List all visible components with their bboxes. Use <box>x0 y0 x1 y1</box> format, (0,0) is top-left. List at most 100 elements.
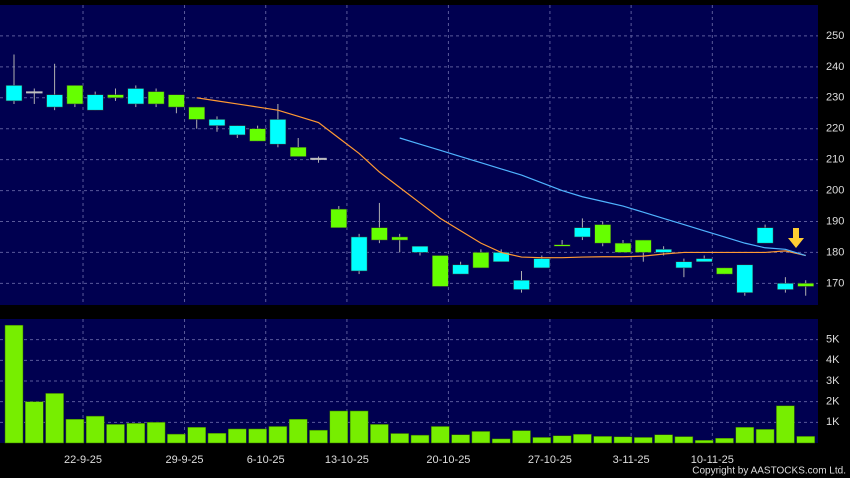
volume-bar <box>613 436 633 444</box>
y-tick-label: 170 <box>826 277 844 289</box>
candle-body <box>5 85 23 102</box>
x-tick-label: 27-10-25 <box>528 454 572 466</box>
volume-bar <box>146 422 166 444</box>
volume-bar <box>349 410 369 444</box>
y-tick-label: 190 <box>826 215 844 227</box>
x-tick-label: 29-9-25 <box>166 454 204 466</box>
volume-bar <box>309 429 328 444</box>
y-tick-label: 1K <box>826 416 840 428</box>
x-tick-label: 13-10-25 <box>325 454 369 466</box>
volume-bar <box>106 424 125 444</box>
y-tick-label: 5K <box>826 334 840 346</box>
volume-bar <box>573 434 592 444</box>
candle-body <box>777 283 794 290</box>
candle-body <box>574 227 591 238</box>
copyright: Copyright by AASTOCKS.com Ltd. <box>692 466 846 477</box>
volume-bar <box>776 405 795 444</box>
candle-body <box>26 91 43 94</box>
volume-bar <box>4 324 24 444</box>
volume-bar <box>512 430 531 444</box>
moving-average-line <box>399 137 806 257</box>
volume-bar <box>65 418 85 444</box>
candle-body <box>736 264 754 293</box>
x-tick-label: 22-9-25 <box>64 454 102 466</box>
volume-bar <box>735 427 755 444</box>
volume-bar <box>410 434 430 444</box>
candle-body <box>188 106 205 120</box>
candle-body <box>675 261 693 269</box>
candle-body <box>533 258 551 269</box>
y-tick-label: 250 <box>826 30 844 42</box>
volume-bar <box>634 437 653 444</box>
candle-body <box>269 119 287 145</box>
candle-body <box>432 255 449 287</box>
candle-body <box>86 94 104 111</box>
volume-bar <box>45 393 64 444</box>
candle-body <box>594 224 611 244</box>
candle-body <box>655 249 672 253</box>
candle-body <box>66 85 84 105</box>
volume-bar <box>248 428 267 444</box>
arrow-annotation <box>788 228 804 248</box>
candle-body <box>127 88 145 105</box>
volume-bar <box>491 438 511 444</box>
candle-body <box>553 244 571 247</box>
volume-bar <box>329 410 349 444</box>
candle-body <box>330 208 348 228</box>
candle-body <box>695 258 713 262</box>
y-tick-label: 240 <box>826 61 844 73</box>
volume-bar <box>674 436 694 444</box>
candle-body <box>716 267 733 275</box>
volume-bar <box>25 401 44 444</box>
candle-body <box>208 119 226 126</box>
moving-average-line <box>196 97 806 259</box>
y-tick-label: 220 <box>826 123 844 135</box>
volume-bar <box>390 433 409 444</box>
candle-body <box>635 239 652 253</box>
y-tick-label: 200 <box>826 184 844 196</box>
candle-body <box>411 245 429 253</box>
candle-body <box>756 227 774 244</box>
candle-body <box>472 252 490 269</box>
candle-body <box>350 236 368 272</box>
candle-body <box>310 157 327 160</box>
candle-body <box>289 147 307 157</box>
plot-layer: 170 180 190 200 210 220 230 240 250 22-9-25 29-9-2… <box>0 5 844 466</box>
volume-bar <box>715 437 734 444</box>
volume-bar <box>755 429 775 444</box>
candle-body <box>147 91 165 105</box>
volume-bar <box>268 426 288 444</box>
y-tick-label: 210 <box>826 154 844 166</box>
volume-bar <box>167 433 186 444</box>
candle-body <box>452 264 469 275</box>
y-tick-label: 3K <box>826 375 840 387</box>
volume-bar <box>370 424 389 444</box>
candle-body <box>249 128 266 142</box>
volume-bar <box>126 423 146 444</box>
candle-body <box>797 283 814 287</box>
x-tick-label: 20-10-25 <box>426 454 470 466</box>
volume-bar <box>85 415 105 444</box>
y-tick-label: 180 <box>826 246 844 258</box>
candle-body <box>391 236 408 241</box>
volume-bar <box>552 435 572 444</box>
volume-bar <box>451 434 470 444</box>
candle-body <box>168 94 185 108</box>
candle-body <box>229 125 246 136</box>
volume-bar <box>532 437 552 444</box>
volume-bar <box>654 434 673 444</box>
candle-body <box>513 280 530 290</box>
volume-bar <box>228 428 247 444</box>
candle-body <box>107 94 124 99</box>
y-tick-label: 230 <box>826 92 844 104</box>
candle-body <box>371 227 388 241</box>
volume-bar <box>796 436 815 444</box>
y-tick-label: 2K <box>826 396 840 408</box>
volume-bar <box>187 427 206 444</box>
candle-body <box>614 242 632 253</box>
volume-bar <box>207 433 227 444</box>
volume-bar <box>694 440 714 444</box>
x-tick-label: 10-11-25 <box>691 454 734 466</box>
candle-body <box>46 94 63 108</box>
